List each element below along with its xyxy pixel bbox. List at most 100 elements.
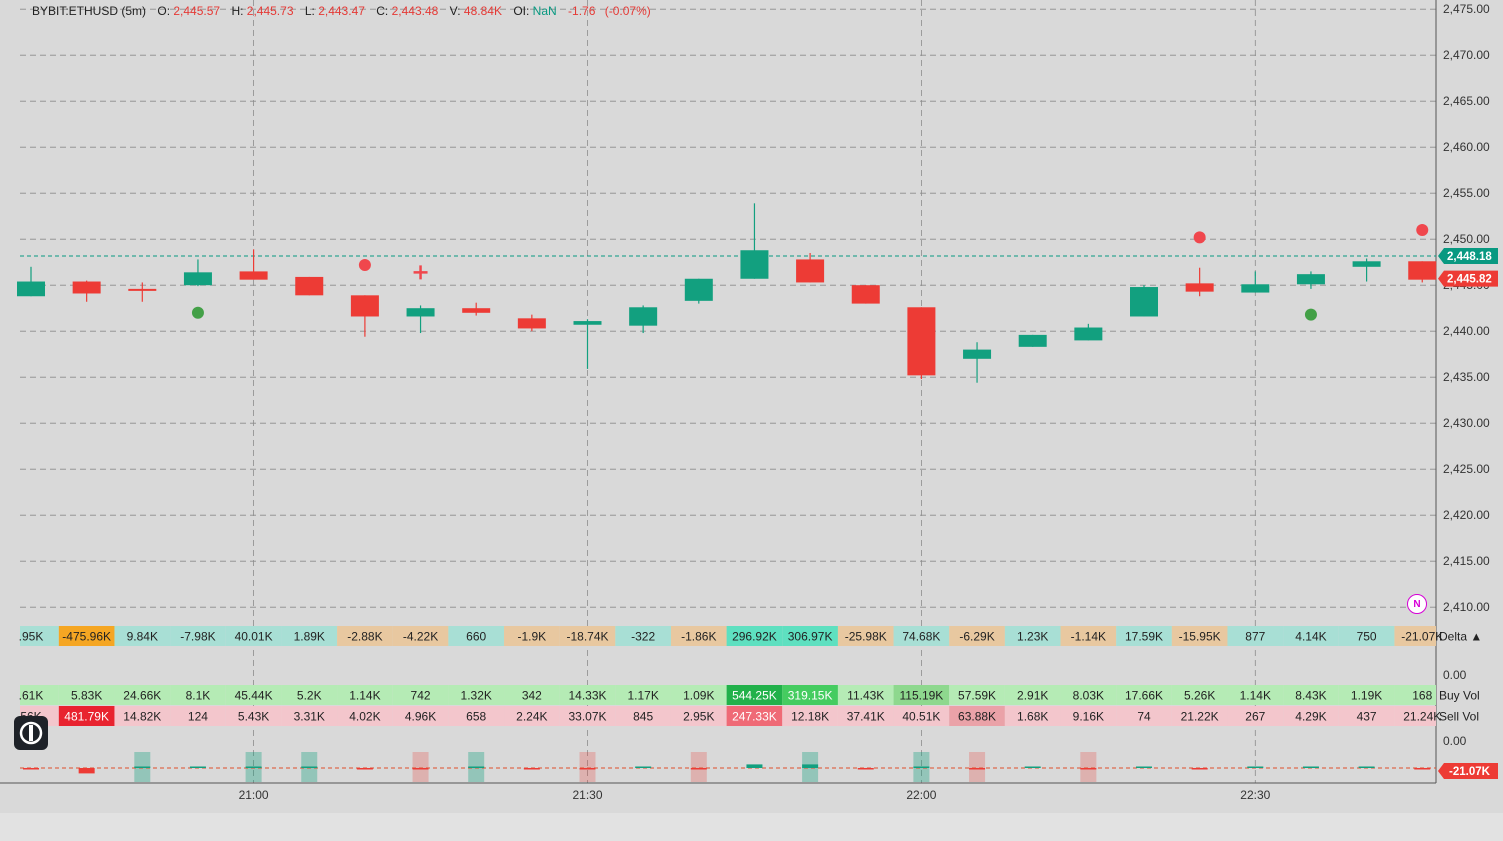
time-tick-label: 21:00: [239, 788, 269, 802]
table-cell-text: 115.19K: [899, 689, 943, 703]
table-cell-text: -15.95K: [1179, 630, 1221, 644]
table-cell-text: 1.14K: [1240, 689, 1271, 703]
price-tick-label: 2,420.00: [1443, 508, 1490, 522]
table-cell: [1116, 626, 1172, 646]
delta-last-tag: [1438, 763, 1498, 779]
table-cell: [1171, 685, 1228, 705]
table-cell: [1060, 626, 1117, 646]
table-cell: [114, 706, 171, 726]
table-cell: [1283, 706, 1339, 726]
delta-histogram-bar: [746, 764, 763, 768]
last-price-tags: 2,448.18 2,445.82: [20, 247, 1498, 287]
price-tick-label: 2,435.00: [1443, 370, 1490, 384]
table-cell: [281, 685, 338, 705]
table-cell-text: 8.1K: [186, 689, 211, 703]
table-cell: [337, 706, 393, 726]
table-cell-text: 544.25K: [732, 689, 777, 703]
last-price-tag: [1438, 247, 1498, 264]
delta-histogram-bar: [1414, 768, 1431, 770]
table-cell-text: 1.14K: [349, 689, 380, 703]
signal-highlight-bar: [690, 752, 707, 782]
table-cell-text: 877: [1245, 630, 1265, 644]
table-cell-text: -4.22K: [403, 630, 438, 644]
table-cell-text: 296.92K: [732, 630, 777, 644]
table-cell: [1116, 685, 1172, 705]
table-cell: [58, 626, 115, 646]
candle-body: [462, 308, 491, 313]
table-cell-text: 14.33K: [568, 689, 606, 703]
table-cell-text: 1.17K: [627, 689, 658, 703]
price-tick-label: 2,430.00: [1443, 416, 1490, 430]
table-cell-text: -1.14K: [1071, 630, 1106, 644]
signal-highlight-bar: [1080, 752, 1097, 782]
table-cell: [1171, 706, 1228, 726]
table-cell-text: -322: [631, 630, 655, 644]
table-cell: [726, 626, 783, 646]
candles[interactable]: [17, 203, 1437, 383]
symbol-legend: BYBIT:ETHUSD (5m) O: 2,445.57 H: 2,445.7…: [32, 4, 651, 18]
table-cell-text: -25.98K: [845, 630, 887, 644]
candle-body: [573, 321, 602, 325]
table-cell-text: 5.83K: [71, 689, 102, 703]
delta-histogram-bar: [468, 766, 485, 768]
table-cell-text: 1.89K: [294, 630, 325, 644]
table-cell-text: -475.96K: [62, 630, 111, 644]
delta-histogram-bar: [134, 766, 151, 768]
table-cell-text: 17.66K: [1125, 689, 1163, 703]
table-cell-text: 124: [188, 710, 208, 724]
tradingview-logo-button[interactable]: [14, 716, 48, 750]
table-cell: [949, 706, 1005, 726]
close-value: 2,443.48: [391, 4, 439, 18]
table-cell: [114, 626, 171, 646]
table-cell-text: 4.29K: [1295, 710, 1326, 724]
delta-histogram-bar: [1247, 766, 1264, 768]
table-cell-text: 342: [522, 689, 542, 703]
table-cell-text: 8.43K: [1295, 689, 1326, 703]
signal-markers: [191, 224, 1429, 321]
table-cell-text: 40.01K: [235, 630, 273, 644]
price-tick-label: 2,440.00: [1443, 324, 1490, 338]
table-cell: [559, 626, 616, 646]
signal-dot-marker: [191, 306, 204, 319]
volume-label: V:: [449, 4, 461, 18]
table-cell-text: .61K: [19, 689, 44, 703]
signal-dot-marker: [1416, 224, 1429, 236]
news-badge-icon[interactable]: N: [1407, 594, 1427, 614]
table-cell: [337, 685, 393, 705]
price-tick-label: 2,460.00: [1443, 140, 1490, 154]
table-cell-text: 437: [1357, 710, 1377, 724]
time-tick-label: 21:30: [572, 788, 602, 802]
table-cell: [782, 626, 838, 646]
table-cell: [504, 626, 560, 646]
change-percent: (-0.07%): [604, 4, 651, 18]
table-cell-text: 750: [1357, 630, 1377, 644]
high-label: H:: [231, 4, 244, 18]
table-cell: [1004, 626, 1061, 646]
oi-label: OI:: [513, 4, 530, 18]
table-cell-text: 1.19K: [1351, 689, 1382, 703]
table-cell-text: .95K: [19, 630, 44, 644]
delta-histogram-bar: [1080, 768, 1097, 770]
candle-body: [1185, 283, 1214, 292]
table-cell: [837, 626, 894, 646]
table-cell: [58, 706, 115, 726]
table-cell: [782, 706, 838, 726]
table-cell: [337, 626, 393, 646]
candle-body: [963, 349, 992, 359]
candle-body: [629, 307, 658, 326]
delta-histogram-bar: [1191, 768, 1208, 770]
last-price-tag: [1438, 270, 1498, 287]
delta-histogram-bar: [23, 768, 39, 770]
table-cell-text: -7.98K: [180, 630, 215, 644]
symbol-title[interactable]: BYBIT:ETHUSD (5m): [32, 4, 147, 18]
table-cell: [1227, 706, 1284, 726]
table-cell: [281, 626, 338, 646]
table-cell: [392, 685, 449, 705]
delta-histogram-bar: [245, 766, 262, 768]
time-axis[interactable]: 21:00 21:30 22:00 22:30: [0, 782, 1503, 841]
price-axis[interactable]: 2,410.00 2,415.00 2,420.00 2,425.00 2,430.00…: [1435, 0, 1490, 783]
table-cell-text: 5.26K: [1184, 689, 1215, 703]
table-cell: [448, 626, 505, 646]
table-cell: [20, 685, 59, 705]
